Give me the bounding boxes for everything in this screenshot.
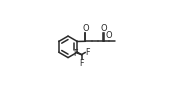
Text: F: F	[85, 48, 90, 57]
Text: O: O	[106, 31, 112, 40]
Text: F: F	[73, 49, 77, 58]
Text: O: O	[101, 24, 107, 33]
Text: F: F	[79, 59, 84, 68]
Text: O: O	[82, 24, 89, 33]
